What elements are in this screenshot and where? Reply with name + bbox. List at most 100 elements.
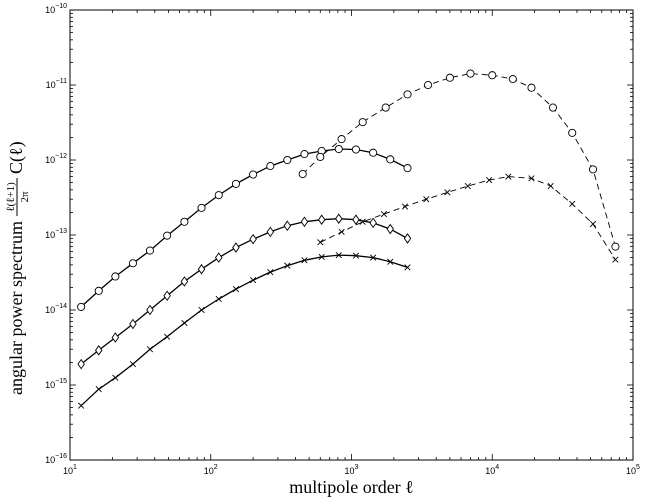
- y-tick-label: 10−12: [45, 153, 67, 165]
- data-point-x: [112, 374, 119, 381]
- x-tick-label-exponent: 4: [495, 464, 499, 471]
- data-point-circle: [358, 118, 367, 127]
- y-tick-label: 10−11: [46, 78, 67, 90]
- data-point-diamond: [266, 226, 275, 238]
- y-axis-label-text: angular power spectrum: [6, 221, 26, 395]
- data-point-circle: [403, 164, 412, 173]
- y-tick-label: 10−10: [45, 3, 67, 15]
- series-3: [78, 251, 411, 409]
- data-point-diamond: [77, 358, 85, 370]
- y-tick-label-base: 10: [45, 230, 55, 240]
- y-tick-label: 10−13: [45, 228, 67, 240]
- y-tick-label-exponent: −11: [56, 78, 67, 85]
- y-tick-label-base: 10: [45, 380, 55, 390]
- y-tick-label: 10−15: [45, 378, 67, 390]
- data-point-diamond: [403, 233, 412, 244]
- data-point-x: [370, 254, 377, 261]
- x-tick-label-exponent: 2: [214, 464, 218, 471]
- data-point-diamond: [94, 345, 103, 356]
- data-point-circle: [231, 179, 240, 188]
- data-point-circle: [316, 152, 325, 161]
- data-point-circle: [266, 162, 275, 171]
- data-point-circle: [424, 80, 433, 90]
- data-point-x: [464, 182, 471, 190]
- data-point-x: [612, 256, 619, 263]
- x-tick-label: 101: [63, 464, 77, 476]
- data-point-x: [528, 175, 535, 182]
- data-point-circle: [180, 217, 189, 226]
- data-point-circle: [588, 165, 598, 174]
- data-point-circle: [445, 73, 454, 82]
- data-point-circle: [128, 259, 137, 268]
- data-point-x: [569, 200, 576, 207]
- data-point-diamond: [163, 290, 171, 302]
- data-point-diamond: [249, 233, 257, 245]
- data-point-circle: [111, 272, 120, 281]
- data-point-x: [232, 285, 240, 293]
- data-point-x: [146, 346, 154, 353]
- data-point-x: [352, 252, 360, 259]
- x-axis-ticks: 101 102 103 104 105: [63, 10, 640, 476]
- data-point-x: [181, 319, 188, 327]
- data-point-x: [505, 173, 512, 180]
- y-axis-label-fraction-numerator: ℓ(ℓ+1): [5, 182, 17, 212]
- data-point-x: [78, 402, 85, 409]
- data-point-circle: [381, 103, 390, 112]
- data-point-x: [317, 239, 324, 246]
- data-point-diamond: [283, 220, 292, 231]
- data-point-diamond: [111, 332, 120, 343]
- data-point-diamond: [352, 214, 360, 225]
- y-tick-label-base: 10: [45, 5, 55, 15]
- data-point-x: [380, 210, 388, 218]
- y-tick-label: 10−14: [45, 303, 67, 315]
- data-point-x: [129, 360, 137, 368]
- y-tick-label-base: 10: [45, 305, 55, 315]
- data-point-x: [215, 295, 222, 303]
- y-tick-label-exponent: −16: [55, 453, 67, 460]
- data-point-circle: [249, 170, 258, 179]
- x-tick-label: 103: [345, 464, 359, 476]
- data-point-x: [401, 203, 409, 210]
- data-point-x: [95, 386, 102, 393]
- data-point-diamond: [215, 252, 223, 263]
- x-tick-label-exponent: 3: [355, 464, 359, 471]
- data-point-diamond: [335, 213, 343, 224]
- x-tick-label-exponent: 1: [73, 464, 77, 471]
- data-point-x: [318, 253, 325, 261]
- data-point-diamond: [129, 318, 137, 330]
- series-1: [77, 144, 412, 311]
- data-point-diamond: [369, 217, 377, 229]
- data-point-circle: [351, 145, 360, 154]
- y-tick-label-base: 10: [46, 80, 56, 90]
- data-point-diamond: [300, 216, 309, 228]
- x-axis-label: multipole order ℓ: [289, 477, 414, 497]
- data-point-circle: [283, 155, 292, 165]
- y-axis-label-fraction-denominator: 2π: [19, 191, 31, 203]
- y-tick-label-exponent: −10: [55, 3, 67, 10]
- data-point-x: [284, 262, 291, 269]
- data-point-diamond: [146, 304, 154, 316]
- data-point-diamond: [180, 276, 189, 287]
- data-point-x: [547, 182, 554, 190]
- data-point-circle: [369, 148, 378, 157]
- plot-frame: [69, 9, 634, 461]
- series-1-line: [80, 148, 408, 308]
- data-point-diamond: [197, 263, 206, 275]
- data-point-x: [485, 176, 493, 184]
- data-point-x: [335, 251, 342, 259]
- x-tick-label: 102: [204, 464, 218, 476]
- data-point-diamond: [317, 214, 326, 225]
- data-point-circle: [163, 231, 172, 240]
- data-point-circle: [298, 169, 307, 179]
- x-tick-label-base: 10: [63, 466, 73, 476]
- data-point-circle: [300, 150, 309, 159]
- x-tick-label-exponent: 5: [636, 464, 640, 471]
- x-tick-label-base: 10: [626, 466, 636, 476]
- series-4: [298, 69, 620, 251]
- data-point-x: [387, 258, 394, 265]
- data-point-x: [359, 218, 366, 225]
- series-2: [77, 213, 412, 370]
- data-point-x: [338, 228, 345, 236]
- data-point-x: [301, 257, 308, 264]
